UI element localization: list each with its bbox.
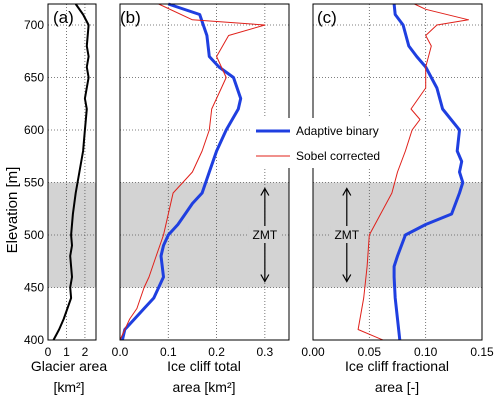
panel-c-series-sobel-corrected [357, 3, 469, 341]
legend-entry-adaptive-binary: Adaptive binary [296, 124, 379, 138]
panel-a-label: (a) [53, 8, 74, 27]
y-tick-label: 450 [24, 281, 44, 295]
panel-c-series-adaptive-binary [392, 3, 465, 341]
panel-a-labels: (a) Glacier area [km²] [31, 8, 107, 395]
panel-b-series-adaptive-binary [120, 2, 243, 341]
panel-c-x-tick-label: 0.10 [414, 345, 438, 359]
axes-frames [47, 3, 483, 341]
panel-c-labels: (c) Ice cliff fractional area [-] [317, 8, 449, 395]
zmt-annotations: ZMT ZMT [248, 187, 363, 283]
y-tick-label: 500 [24, 228, 44, 242]
panel-c-frame [312, 3, 483, 341]
panel-a-frame [47, 3, 97, 341]
panel-b-x-tick-label: 0.3 [257, 345, 274, 359]
legend: Adaptive binary Sobel corrected [250, 118, 398, 168]
panel-b-x-tick-label: 0.2 [208, 345, 225, 359]
panel-c-x-tick-label: 0.15 [470, 345, 494, 359]
panel-b-zmt-arrowhead-top [260, 187, 270, 196]
panel-c-zmt-arrowhead-top [342, 187, 352, 196]
panel-a-series-glacier-area [52, 3, 90, 341]
panel-c-xlabel-line1: Ice cliff fractional [345, 358, 449, 374]
panel-c-x-tick-label: 0.00 [301, 345, 325, 359]
tick-labels: 400 450 500 550 600 650 700 0 1 2 0.0 0.1 0.2 0.3 0.00… [24, 18, 494, 359]
panel-b-xlabel-line1: Ice cliff total [167, 358, 241, 374]
y-tick-label: 400 [24, 333, 44, 347]
panel-b-xlabel-line2: area [km²] [172, 379, 235, 395]
legend-box [250, 118, 398, 168]
panel-a-xlabel-line1: Glacier area [31, 358, 107, 374]
y-tick-label: 700 [24, 18, 44, 32]
panel-b-zmt-arrowhead-bottom [260, 274, 270, 283]
panel-c-zmt-label-bg [330, 226, 363, 243]
panel-b-zmt-label: ZMT [253, 228, 278, 242]
panel-a-x-tick-label: 1 [63, 345, 70, 359]
panel-b-x-tick-label: 0.1 [160, 345, 177, 359]
y-tick-label: 650 [24, 71, 44, 85]
series-lines [52, 2, 469, 341]
panel-c-xlabel-line2: area [-] [375, 379, 419, 395]
panel-c-zmt-arrowhead-bottom [342, 274, 352, 283]
panel-a-x-tick-label: 0 [45, 345, 52, 359]
panel-a-xlabel-line2: [km²] [53, 379, 84, 395]
panel-b-zmt-label-bg [248, 226, 281, 243]
panel-c-label: (c) [317, 8, 337, 27]
legend-entry-sobel-corrected: Sobel corrected [296, 149, 380, 163]
panel-c-zmt-label: ZMT [334, 228, 359, 242]
panel-b-label: (b) [120, 8, 141, 27]
panel-b-series-sobel-corrected [119, 3, 266, 341]
y-tick-label: 550 [24, 176, 44, 190]
panel-a-x-tick-label: 2 [82, 345, 89, 359]
panel-b-labels: (b) Ice cliff total area [km²] [120, 8, 241, 395]
panel-c-x-tick-label: 0.05 [358, 345, 382, 359]
panel-b-x-tick-label: 0.0 [112, 345, 129, 359]
y-axis-label: Elevation [m] [4, 167, 21, 254]
y-tick-label: 600 [24, 123, 44, 137]
panel-b-frame [119, 3, 290, 341]
